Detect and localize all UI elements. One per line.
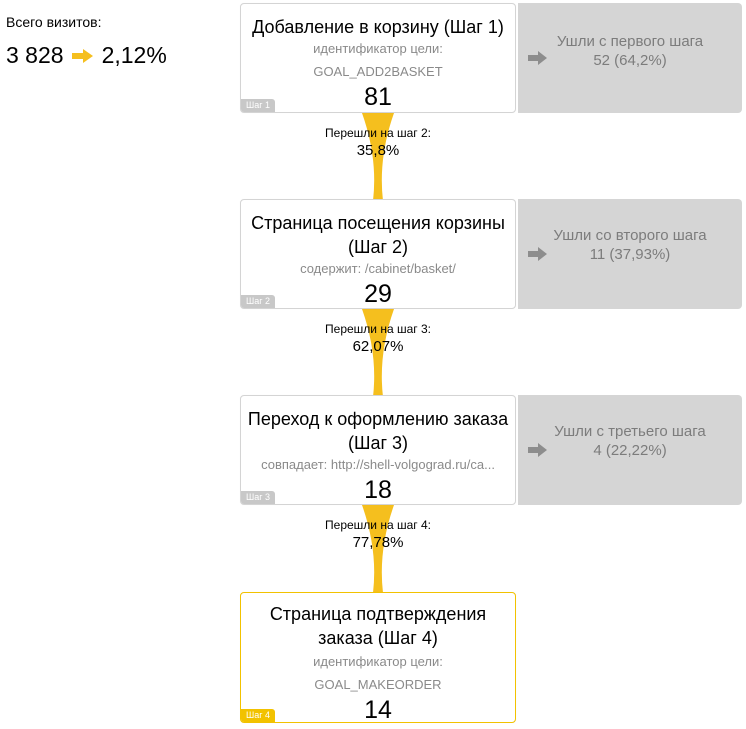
step-condition-value: GOAL_ADD2BASKET [313, 64, 443, 79]
arrow-right-icon [71, 48, 94, 63]
exit-title: Ушли с первого шага [556, 33, 704, 50]
exit-value: 11 (37,93%) [589, 246, 671, 263]
transition-1-2: Перешли на шаг 2: 35,8% [300, 113, 456, 201]
transition-label: Перешли на шаг 3: [325, 322, 431, 336]
step-badge: Шаг 1 [241, 99, 276, 112]
funnel-connector-icon [362, 113, 394, 201]
funnel-step-2[interactable]: Страница посещения корзины (Шаг 2) содер… [240, 199, 516, 309]
exit-value: 52 (64,2%) [593, 52, 667, 69]
exit-arrow-icon [528, 443, 548, 457]
total-conversion-value: 2,12% [101, 42, 167, 68]
step-count: 14 [364, 696, 392, 724]
step-condition-label: содержит: /cabinet/basket/ [300, 261, 456, 276]
exit-arrow-icon [528, 51, 548, 65]
step-count: 29 [364, 280, 392, 308]
step-condition-label: идентификатор цели: [313, 654, 443, 669]
funnel-step-3[interactable]: Переход к оформлению заказа (Шаг 3) совп… [240, 395, 516, 505]
exit-step-2: Ушли со второго шага 11 (37,93%) [518, 199, 742, 309]
total-visits-value: 3 828 [6, 42, 64, 68]
step-badge: Шаг 4 [241, 709, 276, 722]
summary-values: 3 828 2,12% [6, 42, 167, 69]
step-badge: Шаг 2 [241, 295, 276, 308]
step-condition-label: идентификатор цели: [313, 41, 443, 56]
transition-percent: 35,8% [356, 142, 400, 159]
exit-step-3: Ушли с третьего шага 4 (22,22%) [518, 395, 742, 505]
transition-2-3: Перешли на шаг 3: 62,07% [300, 309, 456, 397]
step-title: Страница подтверждения заказа (Шаг 4) [269, 604, 487, 648]
step-count: 18 [364, 476, 392, 504]
step-title: Переход к оформлению заказа (Шаг 3) [247, 409, 509, 453]
funnel-step-4[interactable]: Страница подтверждения заказа (Шаг 4) ид… [240, 592, 516, 724]
transition-percent: 77,78% [352, 534, 404, 551]
transition-3-4: Перешли на шаг 4: 77,78% [300, 505, 456, 593]
funnel-summary: Всего визитов: 3 828 2,12% [6, 14, 167, 69]
step-condition-label: совпадает: http://shell-volgograd.ru/ca.… [261, 457, 495, 472]
exit-title: Ушли со второго шага [553, 227, 707, 244]
exit-arrow-icon [528, 247, 548, 261]
exit-title: Ушли с третьего шага [554, 423, 706, 440]
funnel-step-1[interactable]: Добавление в корзину (Шаг 1) идентификат… [240, 3, 516, 113]
step-badge: Шаг 3 [241, 491, 276, 504]
step-title: Страница посещения корзины (Шаг 2) [251, 213, 505, 257]
step-count: 81 [364, 83, 392, 111]
funnel-connector-icon [362, 309, 394, 397]
transition-label: Перешли на шаг 2: [325, 126, 431, 140]
funnel-connector-icon [362, 505, 394, 593]
transition-label: Перешли на шаг 4: [325, 518, 431, 532]
exit-value: 4 (22,22%) [593, 442, 667, 459]
step-condition-value: GOAL_MAKEORDER [314, 677, 442, 692]
exit-step-1: Ушли с первого шага 52 (64,2%) [518, 3, 742, 113]
transition-percent: 62,07% [352, 338, 404, 355]
total-visits-label: Всего визитов: [6, 14, 102, 30]
step-title: Добавление в корзину (Шаг 1) [252, 17, 504, 37]
